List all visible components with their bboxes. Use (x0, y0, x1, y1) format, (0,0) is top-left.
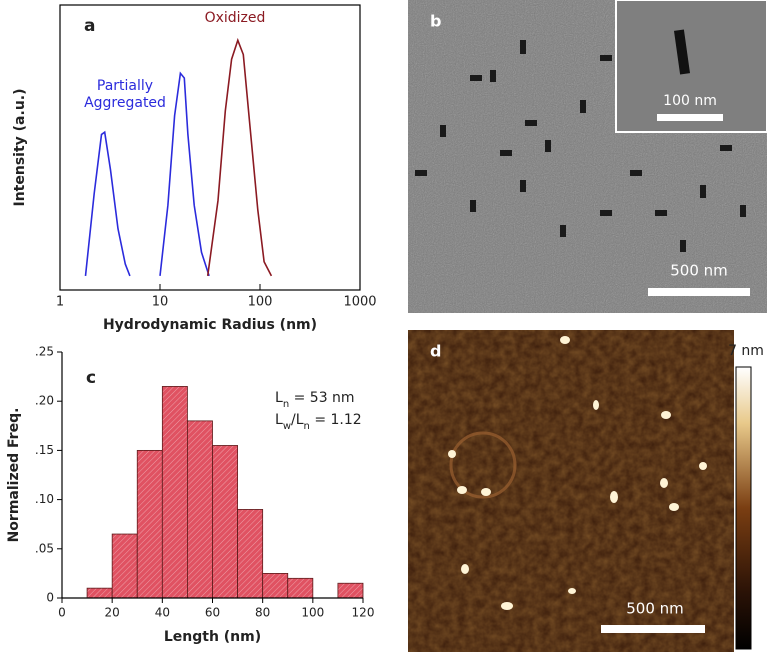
annotation-part: n (283, 399, 289, 410)
annotation-part: = 53 nm (289, 390, 354, 406)
x-tick-label: 120 (352, 606, 375, 620)
x-tick-label: 0 (58, 606, 66, 620)
bar (187, 420, 213, 599)
x-tick-label: 20 (105, 606, 120, 620)
x-axis-label: Hydrodynamic Radius (nm) (103, 317, 317, 333)
annotation: Lw/Ln = 1.12 (275, 412, 362, 432)
panel-label: a (84, 16, 95, 36)
tem-image (408, 0, 767, 313)
scale-bar-label: 500 nm (626, 600, 684, 618)
nanorods (415, 40, 746, 252)
annotation-part: L (275, 390, 283, 406)
x-tick-label: 100 (301, 606, 324, 620)
y-tick-label: 0 (46, 591, 54, 605)
y-axis-label: Intensity (a.u.) (12, 88, 28, 206)
annotation-part: L (275, 412, 283, 428)
annotation-part: /L (291, 412, 304, 428)
bar (337, 582, 364, 599)
x-tick-label: 100 (248, 295, 273, 310)
y-tick-label: .20 (35, 394, 54, 408)
colorbar-label: 7 nm (728, 343, 764, 359)
series-label: Partially Aggregated (84, 78, 166, 111)
bar (237, 509, 264, 599)
y-tick-label: .05 (35, 541, 54, 555)
annotation: Ln = 53 nm (275, 390, 355, 410)
afm-image (408, 330, 752, 652)
x-axis-label: Length (nm) (164, 629, 261, 645)
annotation-part: n (304, 421, 310, 432)
x-tick-label: 40 (155, 606, 170, 620)
bar (111, 533, 138, 599)
annotation-part: = 1.12 (310, 412, 362, 428)
bar (86, 587, 113, 599)
panel-label: d (430, 342, 441, 361)
panel-label: b (430, 12, 441, 31)
panel-label: c (86, 368, 96, 388)
bar (287, 577, 314, 599)
annotation-part: w (283, 421, 291, 432)
x-tick-label: 10 (152, 295, 169, 310)
x-tick-label: 80 (255, 606, 270, 620)
scale-bar-label: 500 nm (670, 262, 728, 280)
bar (212, 445, 238, 599)
bar (262, 573, 289, 599)
series-line (206, 37, 273, 277)
y-tick-label: .25 (35, 345, 54, 359)
scale-bar-label: 100 nm (663, 93, 717, 109)
y-tick-label: .15 (35, 443, 54, 457)
x-tick-label: 1000 (343, 295, 376, 310)
y-axis-label: Normalized Freq. (6, 408, 22, 543)
x-tick-label: 1 (56, 295, 64, 310)
bar (161, 386, 188, 599)
y-tick-label: .10 (35, 492, 54, 506)
plot-frame (59, 4, 361, 291)
series-line (84, 71, 210, 277)
particles (448, 336, 707, 610)
series-label: Oxidized (204, 10, 266, 26)
bar (136, 449, 163, 599)
x-tick-label: 60 (205, 606, 220, 620)
